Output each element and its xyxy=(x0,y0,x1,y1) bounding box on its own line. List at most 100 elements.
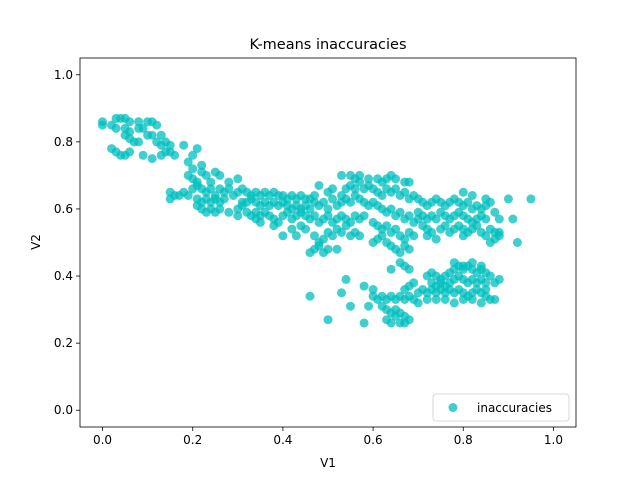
scatter-point xyxy=(359,318,369,328)
scatter-point xyxy=(472,221,482,231)
scatter-point xyxy=(156,130,166,140)
scatter-point xyxy=(305,204,315,214)
scatter-point xyxy=(337,227,346,237)
scatter-point xyxy=(350,184,360,194)
scatter-point xyxy=(215,204,225,214)
scatter-point xyxy=(319,197,328,207)
scatter-point xyxy=(125,117,135,127)
scatter-point xyxy=(404,244,414,254)
scatter-point xyxy=(391,174,401,184)
scatter-point xyxy=(355,170,365,180)
scatter-point xyxy=(467,295,477,304)
scatter-point xyxy=(458,231,468,241)
y-tick-label: 0.0 xyxy=(54,403,73,417)
scatter-point xyxy=(310,191,319,200)
scatter-point xyxy=(391,305,401,315)
y-axis-label: V2 xyxy=(29,234,43,250)
plot-area xyxy=(80,58,576,427)
scatter-point xyxy=(332,244,342,254)
scatter-point xyxy=(310,231,319,241)
scatter-point xyxy=(355,231,365,241)
scatter-point xyxy=(364,174,374,184)
scatter-point xyxy=(490,278,500,288)
scatter-point xyxy=(431,295,441,304)
x-axis-label: V1 xyxy=(320,456,336,470)
scatter-point xyxy=(440,221,450,231)
scatter-point xyxy=(476,261,486,271)
scatter-point xyxy=(301,224,310,234)
scatter-point xyxy=(476,298,486,308)
x-tick-label: 0.2 xyxy=(183,433,202,447)
scatter-point xyxy=(490,207,500,217)
scatter-point xyxy=(224,177,234,187)
scatter-point xyxy=(449,258,459,268)
scatter-point xyxy=(152,120,162,130)
scatter-point xyxy=(337,191,346,200)
scatter-point xyxy=(400,318,410,328)
scatter-point xyxy=(404,211,414,221)
scatter-point xyxy=(512,238,522,247)
legend: inaccuracies xyxy=(432,393,570,422)
scatter-point xyxy=(481,214,491,224)
scatter-point xyxy=(458,261,468,271)
x-tick-label: 0.6 xyxy=(364,433,383,447)
points-layer xyxy=(98,113,536,328)
scatter-point xyxy=(314,181,324,190)
scatter-point xyxy=(431,214,441,224)
scatter-point xyxy=(197,160,207,170)
scatter-point xyxy=(391,224,401,234)
y-tick-label: 1.0 xyxy=(54,68,73,82)
scatter-point xyxy=(138,150,148,160)
scatter-point xyxy=(337,288,346,298)
scatter-point xyxy=(503,194,513,204)
scatter-point xyxy=(485,271,495,281)
scatter-point xyxy=(233,174,243,184)
scatter-point xyxy=(368,285,378,294)
scatter-point xyxy=(328,231,337,241)
scatter-point xyxy=(251,207,261,217)
scatter-point xyxy=(422,231,432,241)
scatter-point xyxy=(481,231,491,241)
scatter-point xyxy=(359,211,369,221)
scatter-point xyxy=(305,291,315,301)
scatter-point xyxy=(255,217,265,227)
scatter-point xyxy=(183,191,193,200)
scatter-point xyxy=(328,194,337,204)
scatter-point xyxy=(494,227,504,237)
scatter-point xyxy=(224,207,234,217)
scatter-point xyxy=(364,301,374,311)
scatter-point xyxy=(458,187,468,197)
scatter-point xyxy=(341,221,351,231)
scatter-point xyxy=(359,281,369,291)
scatter-point xyxy=(494,214,504,224)
y-axis-ticks: 0.0 0.2 0.4 0.6 0.8 1.0 xyxy=(54,68,80,417)
scatter-point xyxy=(170,150,180,160)
scatter-point xyxy=(463,197,473,207)
x-tick-label: 0.0 xyxy=(93,433,112,447)
y-tick-label: 0.6 xyxy=(54,202,73,216)
scatter-point xyxy=(328,184,337,194)
legend-label: inaccuracies xyxy=(477,401,552,415)
plot-frame xyxy=(79,57,577,428)
scatter-point xyxy=(147,130,157,140)
scatter-point xyxy=(125,147,135,157)
legend-box xyxy=(432,393,570,422)
scatter-point xyxy=(179,140,189,150)
scatter-point xyxy=(165,140,175,150)
scatter-point xyxy=(201,170,211,180)
scatter-point xyxy=(382,221,392,231)
legend-marker xyxy=(448,403,458,412)
scatter-point xyxy=(458,295,468,304)
scatter-point xyxy=(291,231,301,241)
scatter-point xyxy=(391,184,401,194)
chart-title: K-means inaccuracies xyxy=(249,37,406,53)
scatter-point xyxy=(431,234,441,244)
scatter-point xyxy=(287,224,297,234)
scatter-point xyxy=(192,144,202,154)
scatter-point xyxy=(449,298,459,308)
scatter-point xyxy=(377,231,387,241)
x-tick-label: 1.0 xyxy=(544,433,563,447)
scatter-point xyxy=(377,191,387,200)
scatter-point xyxy=(323,211,333,221)
